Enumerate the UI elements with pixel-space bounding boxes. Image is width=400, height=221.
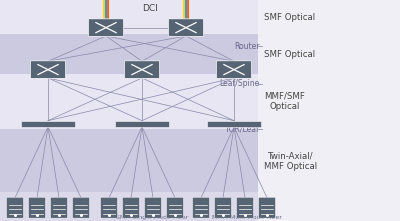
FancyBboxPatch shape (168, 19, 204, 36)
Bar (258, 0, 400, 221)
FancyBboxPatch shape (88, 19, 124, 36)
FancyBboxPatch shape (122, 197, 139, 218)
FancyBboxPatch shape (100, 197, 117, 218)
Text: SMF: Single Mode Fiber: SMF: Single Mode Fiber (116, 215, 188, 220)
Bar (0, 129, 258, 192)
Text: Router: Router (234, 42, 260, 51)
FancyBboxPatch shape (236, 197, 254, 218)
Text: MMF/SMF
Optical: MMF/SMF Optical (264, 92, 305, 111)
FancyBboxPatch shape (30, 61, 66, 78)
FancyBboxPatch shape (214, 197, 231, 218)
FancyBboxPatch shape (144, 197, 161, 218)
FancyBboxPatch shape (29, 197, 46, 218)
FancyBboxPatch shape (216, 61, 252, 78)
FancyBboxPatch shape (73, 197, 90, 218)
Text: SMF Optical: SMF Optical (264, 13, 315, 22)
Text: Leaf/Spine: Leaf/Spine (220, 80, 260, 88)
Text: DCI: DCI (142, 4, 158, 13)
Bar (0, 34, 258, 74)
Text: MMF: Multi Mode Fiber: MMF: Multi Mode Fiber (212, 215, 282, 220)
Text: Twin-Axial/
MMF Optical: Twin-Axial/ MMF Optical (264, 152, 317, 171)
Bar (21, 121, 75, 127)
Text: TOR/Leaf: TOR/Leaf (225, 125, 260, 134)
FancyBboxPatch shape (50, 197, 67, 218)
Text: SMF Optical: SMF Optical (264, 50, 315, 59)
FancyBboxPatch shape (166, 197, 183, 218)
FancyBboxPatch shape (258, 197, 275, 218)
Bar (115, 121, 169, 127)
Bar (207, 121, 261, 127)
FancyBboxPatch shape (6, 197, 23, 218)
Bar (0, 74, 258, 129)
Bar (0, 0, 258, 34)
FancyBboxPatch shape (192, 197, 210, 218)
FancyBboxPatch shape (124, 61, 160, 78)
